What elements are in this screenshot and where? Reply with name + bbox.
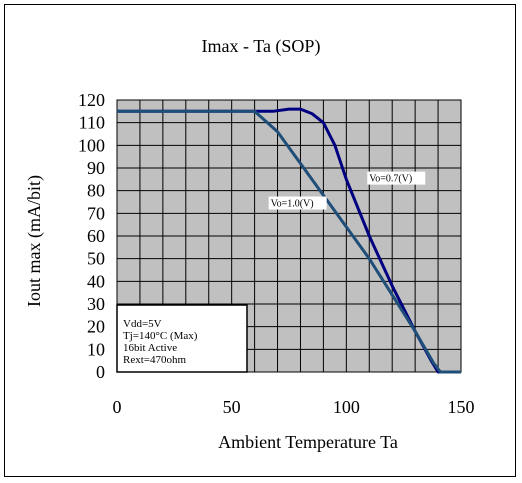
x-axis-label: Ambient Temperature Ta <box>218 432 398 452</box>
series-label-2: Vo=1.0(V) <box>271 199 314 210</box>
y-tick-label: 80 <box>87 181 105 201</box>
series-label-box <box>367 171 426 185</box>
x-tick-label: 0 <box>113 397 122 417</box>
conditions-box <box>116 304 248 373</box>
y-tick-label: 30 <box>87 294 105 314</box>
y-tick-label: 70 <box>87 203 105 223</box>
series-label-1: Vo=0.7(V) <box>369 174 412 185</box>
y-tick-label: 10 <box>87 339 105 359</box>
series-line-2 <box>117 109 461 374</box>
y-tick-label: 50 <box>87 249 105 269</box>
conditions-line: Rext=470ohm <box>123 354 186 366</box>
chart-svg: Imax - Ta (SOP) Vo=0.7(V) Vo=1.0(V) Vdd=5V… <box>24 36 475 452</box>
y-axis-label: Iout max (mA/bit) <box>24 175 45 307</box>
x-tick-label: 150 <box>448 397 475 417</box>
y-tick-label: 90 <box>87 158 105 178</box>
y-tick-label: 20 <box>87 317 105 337</box>
y-tick-label: 120 <box>78 90 105 110</box>
conditions-line: Vdd=5V <box>123 318 162 330</box>
y-tick-label: 110 <box>79 113 105 133</box>
series-label-box <box>268 196 327 210</box>
conditions-line: Tj=140°C (Max) <box>123 330 198 342</box>
x-tick-label: 100 <box>333 397 360 417</box>
conditions-line: 16bit Active <box>123 342 177 354</box>
y-tick-label: 100 <box>78 135 105 155</box>
chart-title: Imax - Ta (SOP) <box>202 36 321 57</box>
y-tick-label: 40 <box>87 271 105 291</box>
y-tick-label: 60 <box>87 226 105 246</box>
x-tick-label: 50 <box>223 397 241 417</box>
y-tick-label: 0 <box>96 362 105 382</box>
chart-frame: Imax - Ta (SOP) Vo=0.7(V) Vo=1.0(V) Vdd=5V… <box>4 4 516 477</box>
